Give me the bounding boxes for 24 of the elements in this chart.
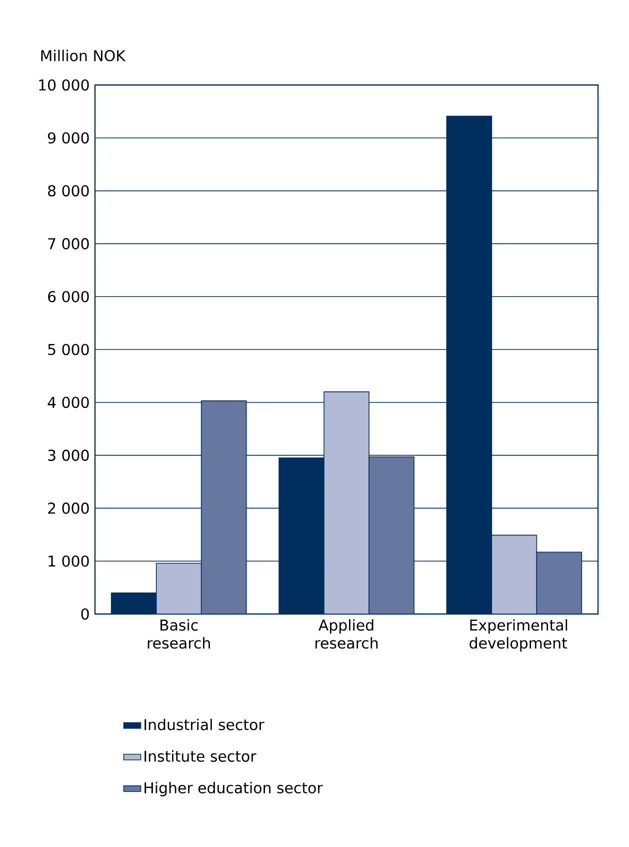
y-tick-label: 6 000 [48,290,89,302]
x-tick-label: Experimental development [470,619,568,652]
y-tick-label: 5 000 [48,344,89,356]
y-tick-label: 2 000 [48,502,89,514]
y-tick-label: 4 000 [48,396,89,408]
y-tick-label: 1 000 [48,555,89,567]
bar [368,456,414,614]
bar [156,562,202,614]
y-tick-label: 10 000 [39,79,89,91]
y-tick-label: 0 [81,608,89,620]
legend-label: Higher education sector [144,782,323,796]
y-tick-label: 9 000 [48,132,89,144]
y-tick-label: 8 000 [48,185,89,196]
y-tick-label: 7 000 [48,238,89,250]
bar [200,400,247,614]
y-axis-title: Million NOK [41,50,126,62]
x-tick-label: Applied research [316,619,378,649]
legend-label: Institute sector [144,750,256,762]
x-tick-label: Basic research [148,619,210,649]
legend-label: Industrial sector [144,718,264,730]
bar [324,391,370,614]
y-tick-label: 3 000 [48,450,89,461]
bar [491,534,538,614]
bar [536,552,582,614]
